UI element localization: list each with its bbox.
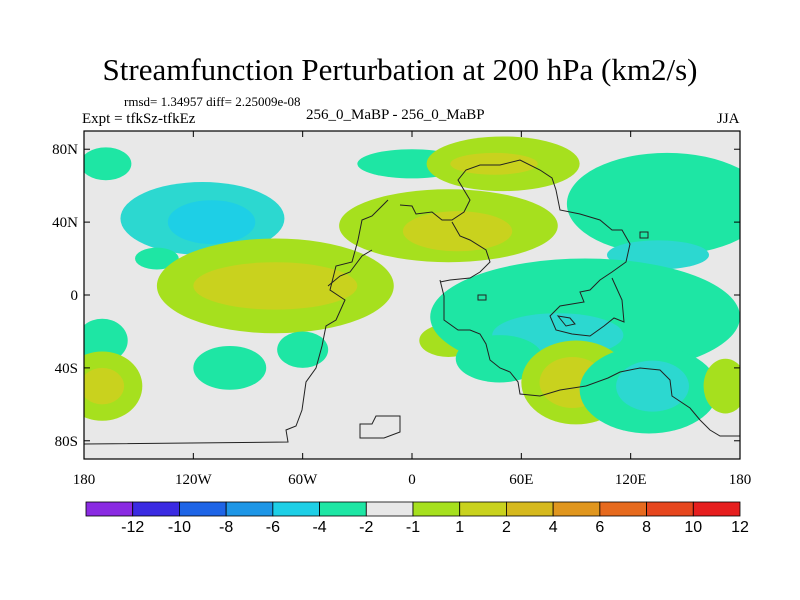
contour-fields	[84, 136, 740, 434]
colorbar-label: -10	[168, 519, 191, 536]
contour-blob	[277, 331, 329, 368]
y-tick-label: 40N	[52, 215, 78, 231]
contour-blob	[193, 262, 358, 310]
colorbar-swatch	[132, 501, 180, 517]
colorbar-swatch	[365, 501, 414, 517]
colorbar-label: -12	[121, 519, 144, 536]
experiment-label: Expt = tfkSz-tfkEz	[82, 111, 196, 127]
colorbar-swatch	[225, 501, 274, 517]
contour-blob	[167, 200, 256, 244]
colorbar-swatch	[646, 501, 694, 517]
coastlines	[84, 159, 740, 445]
colorbar-label: 8	[642, 519, 651, 536]
contour-blob	[135, 247, 179, 270]
colorbar-label: -8	[219, 519, 233, 536]
contour-blob	[616, 360, 689, 412]
colorbar-swatch	[552, 501, 601, 517]
colorbar-label: 1	[455, 519, 464, 536]
colorbar-label: -6	[266, 519, 280, 536]
colorbar-swatch	[459, 501, 507, 517]
chart-title: Streamfunction Perturbation at 200 hPa (…	[102, 52, 698, 87]
contour-blob	[566, 152, 740, 255]
colorbar-label: 6	[595, 519, 604, 536]
contour-blob	[84, 147, 132, 181]
colorbar-label: 4	[549, 519, 558, 536]
colorbar-label: -1	[406, 519, 420, 536]
colorbar-swatch	[599, 501, 647, 517]
y-tick-label: 80N	[52, 142, 78, 158]
colorbar-swatch	[319, 501, 367, 517]
colorbar-label: 10	[684, 519, 702, 536]
colorbar-label: 2	[502, 519, 511, 536]
y-axis: 80N 40N 0 40S 80S	[52, 142, 740, 450]
x-tick-label: 0	[408, 472, 416, 488]
colorbar-swatch	[412, 501, 461, 517]
rmsd-stats: rmsd= 1.34957 diff= 2.25009e-08	[124, 94, 301, 109]
x-tick-label: 180	[729, 472, 752, 488]
x-tick-label: 120E	[615, 472, 647, 488]
y-tick-label: 80S	[55, 434, 78, 450]
contour-blob	[455, 335, 544, 383]
colorbar-swatch	[692, 501, 741, 517]
difference-label: 256_0_MaBP - 256_0_MaBP	[306, 107, 485, 123]
x-tick-label: 180	[73, 472, 96, 488]
colorbar-swatch	[179, 501, 227, 517]
season-label: JJA	[717, 111, 740, 127]
y-tick-label: 0	[71, 288, 79, 304]
colorbar-label: 12	[731, 519, 749, 536]
contour-blob	[193, 346, 267, 390]
y-tick-label: 40S	[55, 361, 78, 377]
contour-blob	[703, 358, 740, 414]
contour-blob	[84, 318, 128, 363]
colorbar-swatch	[272, 501, 320, 517]
contour-blob	[84, 367, 125, 405]
x-tick-label: 120W	[175, 472, 213, 488]
colorbar-label: -2	[359, 519, 373, 536]
colorbar: -12 -10 -8 -6 -4 -2 -1 1 2 4 6 8 10 12	[85, 501, 749, 536]
x-tick-label: 60E	[509, 472, 533, 488]
colorbar-swatch	[506, 501, 554, 517]
colorbar-label: -4	[312, 519, 326, 536]
colorbar-swatch	[85, 501, 134, 517]
x-tick-label: 60W	[288, 472, 318, 488]
x-axis: 180 120W 60W 0 60E 120E 180	[73, 131, 752, 488]
contour-blob	[450, 152, 538, 175]
